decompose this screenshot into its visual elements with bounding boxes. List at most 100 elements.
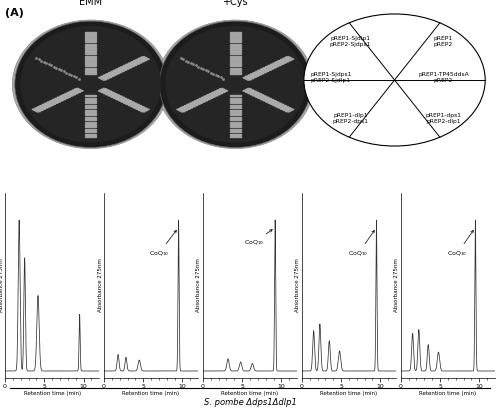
Polygon shape [86,65,96,66]
Text: pREP1-TP45ddsA
pREP2: pREP1-TP45ddsA pREP2 [418,72,469,83]
Polygon shape [130,61,140,65]
Polygon shape [133,60,142,63]
Polygon shape [230,136,240,137]
Polygon shape [230,70,240,71]
Text: (A): (A) [5,8,24,18]
Polygon shape [242,77,252,80]
Polygon shape [212,92,220,95]
Polygon shape [270,64,279,67]
Polygon shape [230,51,240,52]
Polygon shape [106,92,114,95]
Polygon shape [179,108,188,111]
Polygon shape [230,63,240,64]
Polygon shape [242,88,252,92]
Ellipse shape [15,21,167,148]
Text: pREP1-dps1
pREP2-dlp1: pREP1-dps1 pREP2-dlp1 [426,113,462,125]
Polygon shape [285,57,294,60]
Polygon shape [98,77,107,80]
X-axis label: Retention time (min): Retention time (min) [24,391,80,397]
Polygon shape [255,71,264,74]
Polygon shape [230,48,240,49]
Polygon shape [285,109,294,112]
Polygon shape [86,109,96,111]
Polygon shape [186,104,196,107]
Y-axis label: Absorbance 275nm: Absorbance 275nm [296,259,300,312]
Polygon shape [265,66,274,69]
Polygon shape [265,99,274,102]
Polygon shape [255,95,264,98]
Polygon shape [70,91,78,94]
Polygon shape [230,41,240,42]
Polygon shape [34,108,43,111]
Text: CoQ$_{10}$: CoQ$_{10}$ [447,231,473,258]
Text: pREP1-Sjdlp1
pREP2-Sjdps1: pREP1-Sjdlp1 pREP2-Sjdps1 [330,36,371,47]
X-axis label: Retention time (min): Retention time (min) [320,391,378,397]
Polygon shape [120,99,130,102]
Text: EMM: EMM [79,0,102,7]
Polygon shape [86,34,96,35]
Polygon shape [268,100,276,104]
Polygon shape [103,91,112,94]
Text: CoQ$_{10}$: CoQ$_{10}$ [244,230,272,247]
Polygon shape [230,126,240,127]
X-axis label: Retention time (min): Retention time (min) [420,391,476,397]
Polygon shape [189,103,198,106]
Polygon shape [126,102,134,105]
Polygon shape [230,44,240,45]
Polygon shape [258,70,266,73]
Polygon shape [230,67,240,69]
Polygon shape [86,60,96,62]
Polygon shape [230,107,240,108]
Polygon shape [86,41,96,42]
Polygon shape [272,62,281,66]
Polygon shape [128,62,137,66]
Polygon shape [86,58,96,59]
Polygon shape [230,36,240,37]
Text: pREP1
pREP2: pREP1 pREP2 [434,36,453,47]
Polygon shape [86,70,96,71]
Polygon shape [67,92,76,95]
Polygon shape [230,100,240,101]
Ellipse shape [165,26,306,143]
Polygon shape [230,55,240,57]
Polygon shape [184,105,193,109]
Polygon shape [258,95,266,99]
Polygon shape [230,105,240,106]
Polygon shape [230,58,240,59]
Polygon shape [230,53,240,54]
Polygon shape [50,100,58,104]
Polygon shape [100,90,110,93]
Polygon shape [278,105,286,109]
Polygon shape [86,51,96,52]
Polygon shape [120,66,130,69]
Y-axis label: Absorbance 275nm: Absorbance 275nm [98,259,102,312]
Polygon shape [230,95,240,96]
Polygon shape [86,63,96,64]
Polygon shape [86,32,96,33]
Polygon shape [106,74,114,77]
Polygon shape [130,104,140,107]
Polygon shape [230,114,240,115]
Polygon shape [136,59,144,62]
Polygon shape [86,131,96,132]
Polygon shape [182,106,190,110]
Polygon shape [128,103,137,106]
Polygon shape [100,76,110,79]
Polygon shape [230,72,240,74]
Polygon shape [230,60,240,62]
Polygon shape [86,36,96,37]
Polygon shape [86,105,96,106]
Ellipse shape [304,14,485,146]
Polygon shape [86,124,96,125]
Polygon shape [214,91,223,94]
Y-axis label: Absorbance 275nm: Absorbance 275nm [394,259,400,312]
Polygon shape [86,44,96,45]
Y-axis label: Absorbance 275nm: Absorbance 275nm [0,259,4,312]
Polygon shape [86,107,96,108]
Ellipse shape [20,26,161,143]
Polygon shape [230,112,240,113]
Polygon shape [282,108,292,111]
Polygon shape [108,93,117,97]
Polygon shape [230,134,240,135]
Polygon shape [230,39,240,40]
